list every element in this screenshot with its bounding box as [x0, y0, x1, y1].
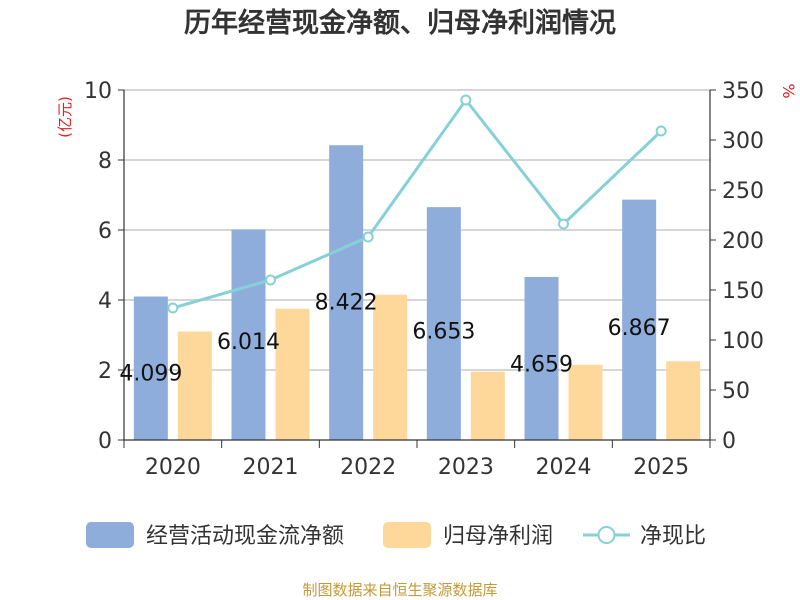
- data-label: 4.659: [510, 352, 573, 377]
- legend-marker-ratio: [597, 526, 616, 544]
- left-tick-label: 6: [98, 219, 112, 244]
- right-tick-label: 200: [722, 229, 764, 254]
- bar-cash-flow: [133, 296, 168, 440]
- right-tick-label: 150: [722, 279, 764, 304]
- right-tick-label: 350: [722, 79, 764, 104]
- line-point: [460, 94, 472, 106]
- line-path: [172, 97, 663, 310]
- legend-swatch-cash-flow: [86, 522, 134, 548]
- right-tick-label: 50: [722, 379, 750, 404]
- line-point: [167, 302, 179, 314]
- left-tick-label: 4: [98, 289, 112, 314]
- left-axis-unit: (亿元): [56, 96, 74, 138]
- legend-swatch-net-profit: [383, 522, 431, 548]
- right-tick-label: 250: [722, 179, 764, 204]
- bar-net-profit: [666, 361, 701, 440]
- data-label: 4.099: [119, 362, 182, 387]
- bars-group: [133, 145, 701, 441]
- right-tick-label: 0: [722, 429, 736, 454]
- chart-title: 历年经营现金净额、归母净利润情况: [184, 7, 616, 39]
- x-tick-label: 2023: [438, 455, 494, 480]
- left-tick-label: 2: [98, 359, 112, 384]
- left-tick-label: 0: [98, 429, 112, 454]
- right-axis-unit: %: [779, 83, 798, 98]
- source-note: 制图数据来自恒生聚源数据库: [302, 581, 497, 599]
- x-tick-label: 2025: [633, 455, 689, 480]
- bar-cash-flow: [426, 207, 461, 440]
- x-tick-label: 2022: [340, 455, 396, 480]
- data-label: 6.653: [412, 320, 475, 345]
- line-point: [362, 231, 374, 243]
- left-tick-label: 10: [84, 79, 112, 104]
- line-point: [655, 125, 667, 137]
- bar-net-profit: [177, 331, 212, 440]
- data-label: 8.422: [315, 290, 378, 315]
- bar-cash-flow: [524, 276, 559, 440]
- legend: 经营活动现金流净额 归母净利润 净现比: [86, 522, 706, 549]
- left-tick-label: 8: [98, 149, 112, 174]
- legend-label-net-profit: 归母净利润: [443, 524, 553, 549]
- right-tick-label: 100: [722, 329, 764, 354]
- bar-net-profit: [470, 371, 505, 440]
- right-tick-label: 300: [722, 129, 764, 154]
- data-label: 6.014: [217, 330, 280, 355]
- data-labels: 4.099 6.014 8.422 6.653 4.659 6.867: [119, 290, 670, 386]
- bar-cash-flow: [622, 199, 657, 440]
- line-series: [167, 94, 667, 314]
- bar-cash-flow: [231, 229, 266, 440]
- legend-label-ratio: 净现比: [640, 524, 706, 549]
- legend-label-cash-flow: 经营活动现金流净额: [146, 524, 344, 549]
- line-point: [265, 274, 276, 286]
- line-point: [558, 218, 569, 230]
- x-tick-label: 2020: [145, 455, 201, 480]
- bar-net-profit: [373, 294, 408, 440]
- bar-net-profit: [568, 364, 603, 440]
- x-tick-label: 2024: [536, 455, 592, 480]
- grid-lines: [124, 89, 710, 371]
- data-label: 6.867: [608, 316, 671, 341]
- x-tick-label: 2021: [243, 455, 299, 480]
- bar-net-profit: [275, 308, 310, 440]
- bar-cash-flow: [329, 145, 364, 441]
